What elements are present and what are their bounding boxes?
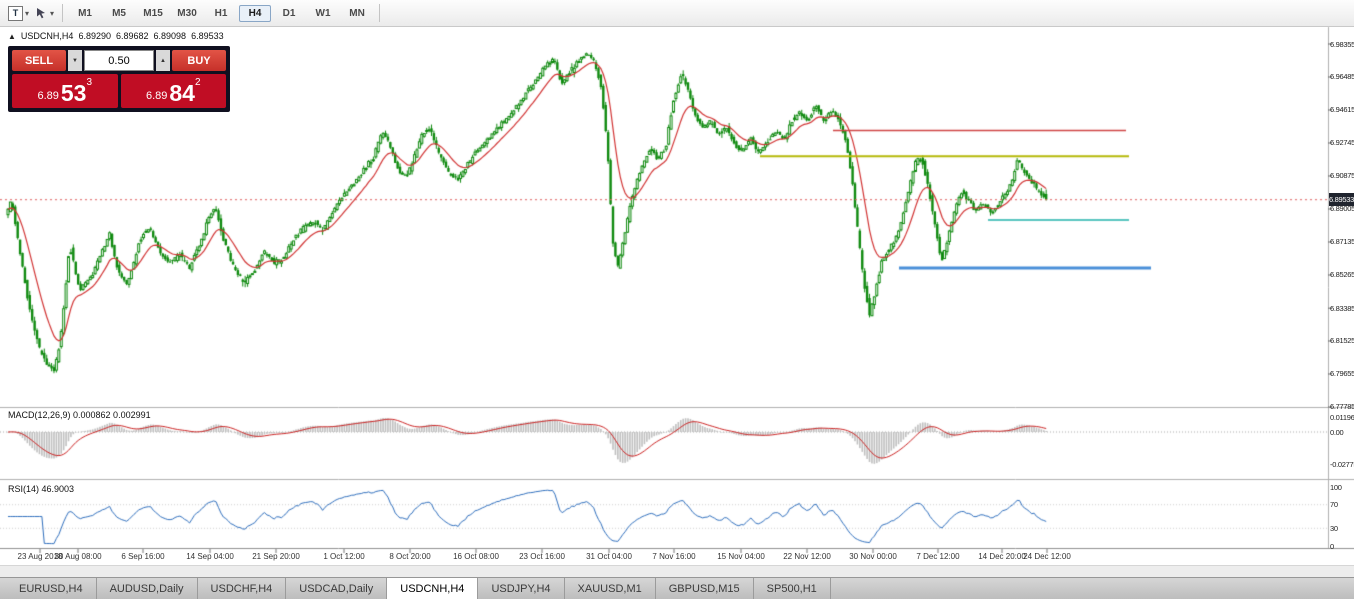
ohlc-info: ▲ USDCNH,H4 6.89290 6.89682 6.89098 6.89… xyxy=(8,31,224,41)
symbol-period-label: USDCNH,H4 xyxy=(20,31,74,41)
sell-price-sup: 3 xyxy=(86,77,93,88)
timeframe-button-m15[interactable]: M15 xyxy=(143,7,163,19)
status-strip xyxy=(0,565,1354,577)
low-price: 6.89098 xyxy=(153,31,187,41)
timeframe-button-h1[interactable]: H1 xyxy=(214,7,228,19)
sell-price-big: 53 xyxy=(60,80,87,106)
sell-button[interactable]: SELL xyxy=(12,50,66,71)
timeframe-button-d1[interactable]: D1 xyxy=(282,7,296,19)
timeframe-button-m5[interactable]: M5 xyxy=(112,7,126,19)
macd-label: MACD(12,26,9) 0.000862 0.002991 xyxy=(8,410,151,420)
one-click-trading-panel: SELL ▼ 0.50 ▲ BUY 6.89 53 3 6.89 84 2 xyxy=(8,46,230,112)
chart-tab-usdcnh-h4[interactable]: USDCNH,H4 xyxy=(387,578,479,599)
timeframe-button-h4[interactable]: H4 xyxy=(239,4,272,22)
current-price-badge: 6.89533 xyxy=(1329,193,1354,207)
close-price: 6.89533 xyxy=(191,31,224,41)
chart-tab-bar: EURUSD,H4 AUDUSD,Daily USDCHF,H4 USDCAD,Dai… xyxy=(0,577,1354,599)
timeframe-button-m1[interactable]: M1 xyxy=(78,7,92,19)
sell-price-display[interactable]: 6.89 53 3 xyxy=(12,74,118,108)
chevron-down-icon: ▾ xyxy=(25,8,30,18)
chart-tab-audusd-daily[interactable]: AUDUSD,Daily xyxy=(97,578,198,599)
chart-template-icon[interactable]: T ▾ xyxy=(5,3,32,23)
toolbar-separator xyxy=(379,4,381,22)
top-toolbar: T ▾ ▾ M1 M5 M15 M30 H1 H4 D1 W1 MN xyxy=(0,0,1354,27)
timeframe-button-group: M1 M5 M15 M30 H1 H4 D1 W1 MN xyxy=(68,4,374,22)
timeframe-button-m30[interactable]: M30 xyxy=(177,7,197,19)
chart-tab-usdjpy-h4[interactable]: USDJPY,H4 xyxy=(478,578,565,599)
one-click-collapse-icon[interactable]: ▲ xyxy=(8,31,16,41)
buy-button[interactable]: BUY xyxy=(172,50,226,71)
volume-decrease-button[interactable]: ▼ xyxy=(68,50,82,71)
open-price: 6.89290 xyxy=(78,31,111,41)
high-price: 6.89682 xyxy=(115,31,149,41)
chart-tab-usdcad-daily[interactable]: USDCAD,Daily xyxy=(286,578,388,599)
volume-input[interactable]: 0.50 xyxy=(84,50,154,71)
rsi-label: RSI(14) 46.9003 xyxy=(8,484,75,494)
chart-tab-eurusd-h4[interactable]: EURUSD,H4 xyxy=(6,578,97,599)
chart-tab-sp500-h1[interactable]: SP500,H1 xyxy=(754,578,831,599)
pointer-arrow-icon xyxy=(37,7,46,18)
cursor-tool-icon[interactable]: ▾ xyxy=(32,3,57,23)
chart-tab-usdchf-h4[interactable]: USDCHF,H4 xyxy=(198,578,287,599)
volume-increase-button[interactable]: ▲ xyxy=(156,50,170,71)
t-glyph-icon: T xyxy=(8,5,23,21)
buy-price-prefix: 6.89 xyxy=(145,90,168,102)
buy-price-sup: 2 xyxy=(194,77,201,88)
chart-tab-xauusd-m1[interactable]: XAUUSD,M1 xyxy=(565,578,656,599)
chart-tab-gbpusd-m15[interactable]: GBPUSD,M15 xyxy=(656,578,754,599)
buy-price-display[interactable]: 6.89 84 2 xyxy=(120,74,226,108)
buy-price-big: 84 xyxy=(169,80,195,106)
timeframe-button-mn[interactable]: MN xyxy=(349,7,365,19)
sell-price-prefix: 6.89 xyxy=(37,90,59,102)
chevron-down-icon: ▾ xyxy=(50,8,55,18)
toolbar-separator xyxy=(62,4,64,22)
timeframe-button-w1[interactable]: W1 xyxy=(315,7,331,19)
